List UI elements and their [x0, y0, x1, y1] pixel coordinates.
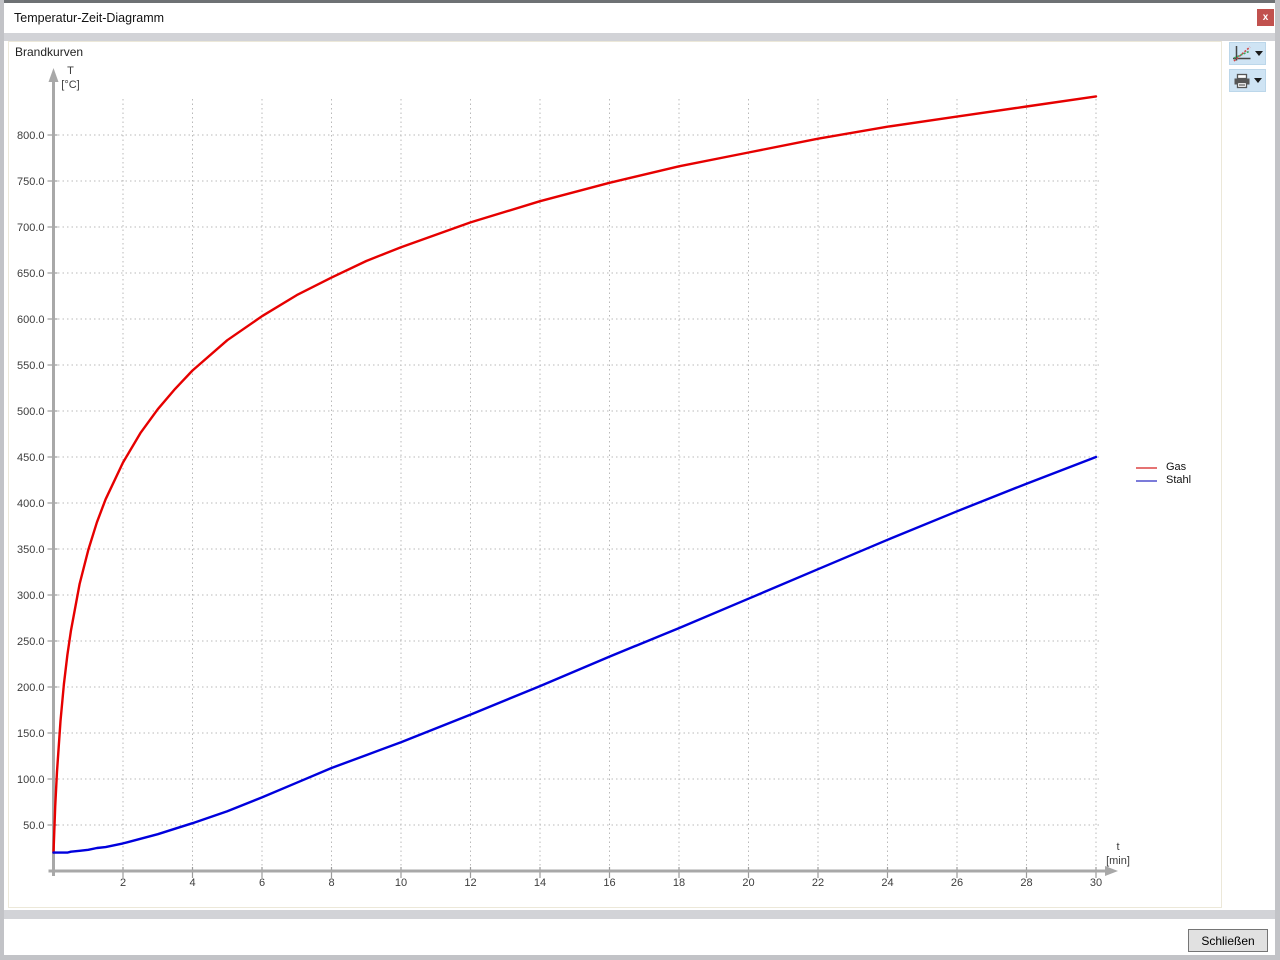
legend-line-sample — [1136, 479, 1157, 482]
svg-text:14: 14 — [534, 877, 546, 889]
svg-text:450.0: 450.0 — [17, 452, 45, 464]
chevron-down-icon — [1255, 51, 1263, 56]
svg-text:4: 4 — [189, 877, 195, 889]
svg-text:20: 20 — [742, 877, 754, 889]
svg-text:6: 6 — [259, 877, 265, 889]
svg-text:[°C]: [°C] — [61, 79, 79, 91]
close-icon: x — [1262, 12, 1269, 23]
footer-separator — [0, 910, 1280, 919]
svg-text:22: 22 — [812, 877, 824, 889]
svg-text:12: 12 — [464, 877, 476, 889]
window-title: Temperatur-Zeit-Diagramm — [14, 11, 165, 25]
svg-text:[min]: [min] — [1106, 855, 1130, 867]
svg-text:8: 8 — [328, 877, 334, 889]
titlebar-separator — [0, 33, 1280, 41]
curve-chart-icon — [1233, 45, 1251, 62]
svg-text:28: 28 — [1020, 877, 1032, 889]
svg-text:200.0: 200.0 — [17, 682, 45, 694]
svg-text:300.0: 300.0 — [17, 590, 45, 602]
window-frame-left — [0, 0, 4, 960]
titlebar: Temperatur-Zeit-Diagramm x — [0, 3, 1280, 33]
window-frame-right — [1275, 0, 1280, 960]
legend-item: Gas — [1136, 461, 1191, 474]
svg-text:18: 18 — [673, 877, 685, 889]
chevron-down-icon — [1254, 78, 1262, 83]
svg-text:100.0: 100.0 — [17, 774, 45, 786]
legend: Gas Stahl — [1136, 461, 1191, 487]
window-frame-bottom — [0, 955, 1280, 960]
svg-text:500.0: 500.0 — [17, 406, 45, 418]
svg-text:350.0: 350.0 — [17, 544, 45, 556]
panel-title: Brandkurven — [15, 45, 84, 59]
printer-icon — [1234, 73, 1250, 88]
svg-text:700.0: 700.0 — [17, 222, 45, 234]
svg-text:800.0: 800.0 — [17, 130, 45, 142]
chart-settings-button[interactable] — [1229, 42, 1266, 65]
window-frame-top — [0, 0, 1280, 3]
svg-text:10: 10 — [395, 877, 407, 889]
print-button[interactable] — [1229, 69, 1266, 92]
temperature-time-chart: 50.0 100.0 150.0 200.0 250.0 300.0 350.0 400.0 4… — [17, 65, 1130, 889]
svg-text:T: T — [67, 65, 74, 77]
svg-text:t: t — [1116, 841, 1119, 853]
legend-label: Gas — [1166, 461, 1187, 473]
chart-panel: Brandkurven 50.0 100.0 150.0 200.0 250.0 300.… — [8, 41, 1222, 908]
svg-text:2: 2 — [120, 877, 126, 889]
legend-item: Stahl — [1136, 474, 1191, 487]
svg-text:50.0: 50.0 — [23, 820, 44, 832]
legend-label: Stahl — [1166, 474, 1192, 486]
svg-text:24: 24 — [881, 877, 893, 889]
svg-text:600.0: 600.0 — [17, 314, 45, 326]
svg-text:26: 26 — [951, 877, 963, 889]
svg-text:400.0: 400.0 — [17, 498, 45, 510]
svg-text:550.0: 550.0 — [17, 360, 45, 372]
svg-text:30: 30 — [1090, 877, 1102, 889]
svg-text:150.0: 150.0 — [17, 728, 45, 740]
window-close-button[interactable]: x — [1257, 9, 1274, 26]
svg-text:750.0: 750.0 — [17, 176, 45, 188]
stahl-curve — [52, 455, 1098, 854]
svg-text:16: 16 — [603, 877, 615, 889]
legend-line-sample — [1136, 466, 1157, 469]
schliessen-button[interactable]: Schließen — [1188, 929, 1268, 952]
svg-text:250.0: 250.0 — [17, 636, 45, 648]
svg-text:650.0: 650.0 — [17, 268, 45, 280]
gas-curve — [52, 95, 1098, 854]
